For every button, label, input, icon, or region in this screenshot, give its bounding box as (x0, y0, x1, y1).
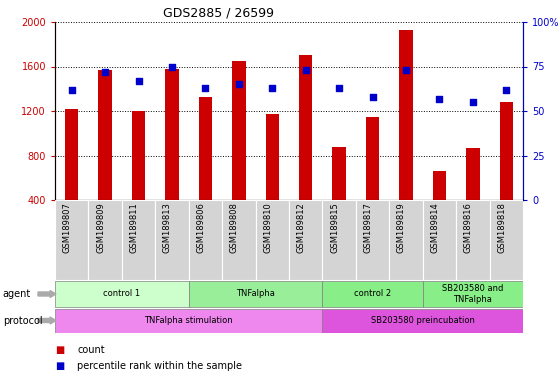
Bar (366, 117, 379, 200)
Text: protocol: protocol (3, 316, 42, 326)
Text: GSM189815: GSM189815 (330, 202, 339, 253)
Text: control 1: control 1 (103, 290, 141, 298)
Point (234, 81, 243, 88)
Text: percentile rank within the sample: percentile rank within the sample (78, 361, 242, 371)
Bar (499, 102, 513, 200)
Bar (55, 308, 323, 333)
Text: GSM189809: GSM189809 (96, 202, 105, 253)
Point (368, 94, 377, 100)
Bar (65, 109, 79, 200)
Bar (165, 69, 179, 200)
Bar (155, 200, 189, 280)
Bar (489, 200, 523, 280)
Point (167, 63, 176, 70)
Bar (400, 30, 413, 200)
Text: GDS2885 / 26599: GDS2885 / 26599 (163, 7, 275, 20)
Bar (456, 200, 489, 280)
Point (468, 99, 477, 105)
Text: SB203580 preincubation: SB203580 preincubation (371, 316, 475, 325)
Point (100, 69, 109, 75)
Text: control 2: control 2 (354, 290, 391, 298)
Bar (423, 281, 523, 308)
Text: GSM189816: GSM189816 (464, 202, 473, 253)
Point (68, 86, 76, 93)
Bar (333, 147, 346, 200)
Bar (122, 200, 155, 280)
Bar (55, 281, 189, 308)
Point (435, 96, 444, 102)
Text: ■: ■ (55, 345, 64, 355)
Text: TNFalpha stimulation: TNFalpha stimulation (145, 316, 233, 325)
Bar (433, 171, 446, 200)
Bar (266, 114, 279, 200)
Point (134, 78, 143, 84)
Text: GSM189806: GSM189806 (196, 202, 205, 253)
Bar (466, 148, 479, 200)
Point (201, 85, 210, 91)
Bar (289, 200, 323, 280)
Bar (256, 200, 289, 280)
Text: GSM189818: GSM189818 (497, 202, 506, 253)
Text: GSM189812: GSM189812 (297, 202, 306, 253)
Text: agent: agent (3, 289, 31, 299)
Point (402, 67, 411, 73)
Text: count: count (78, 345, 105, 355)
Bar (232, 61, 246, 200)
Bar (98, 70, 112, 200)
Bar (132, 111, 145, 200)
Text: GSM189817: GSM189817 (364, 202, 373, 253)
Bar (323, 200, 356, 280)
Bar (55, 200, 88, 280)
Bar (389, 200, 423, 280)
Text: GSM189811: GSM189811 (129, 202, 138, 253)
Point (268, 85, 277, 91)
Text: ■: ■ (55, 361, 64, 371)
Text: GSM189810: GSM189810 (263, 202, 272, 253)
Bar (323, 281, 423, 308)
Text: GSM189808: GSM189808 (230, 202, 239, 253)
Bar (323, 308, 523, 333)
Bar (88, 200, 122, 280)
Bar (199, 96, 212, 200)
Point (335, 85, 344, 91)
Bar (423, 200, 456, 280)
Text: TNFalpha: TNFalpha (236, 290, 275, 298)
Point (502, 86, 511, 93)
Text: GSM189819: GSM189819 (397, 202, 406, 253)
Text: GSM189814: GSM189814 (430, 202, 440, 253)
Bar (356, 200, 389, 280)
Bar (299, 55, 312, 200)
Text: GSM189813: GSM189813 (163, 202, 172, 253)
Point (301, 67, 310, 73)
Text: SB203580 and
TNFalpha: SB203580 and TNFalpha (442, 284, 503, 304)
Bar (189, 281, 323, 308)
Text: GSM189807: GSM189807 (62, 202, 72, 253)
Bar (222, 200, 256, 280)
Bar (189, 200, 222, 280)
